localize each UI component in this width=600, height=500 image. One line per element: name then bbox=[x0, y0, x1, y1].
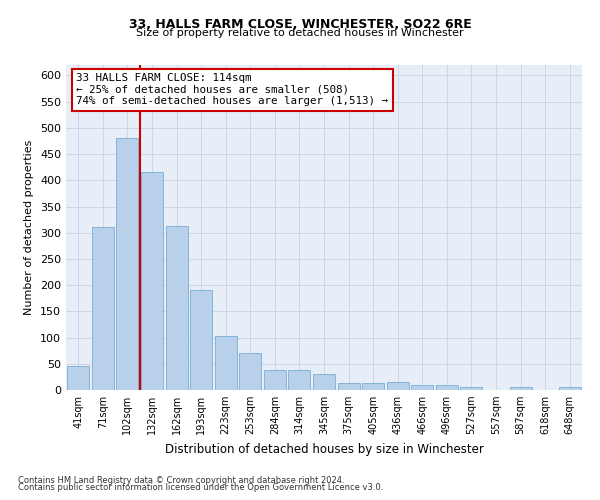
Y-axis label: Number of detached properties: Number of detached properties bbox=[25, 140, 34, 315]
Text: Contains public sector information licensed under the Open Government Licence v3: Contains public sector information licen… bbox=[18, 484, 383, 492]
Bar bbox=[411, 385, 433, 390]
Text: 33 HALLS FARM CLOSE: 114sqm
← 25% of detached houses are smaller (508)
74% of se: 33 HALLS FARM CLOSE: 114sqm ← 25% of det… bbox=[76, 73, 388, 106]
Bar bbox=[289, 370, 310, 390]
Bar bbox=[460, 388, 482, 390]
Text: 33, HALLS FARM CLOSE, WINCHESTER, SO22 6RE: 33, HALLS FARM CLOSE, WINCHESTER, SO22 6… bbox=[128, 18, 472, 30]
Text: Size of property relative to detached houses in Winchester: Size of property relative to detached ho… bbox=[136, 28, 464, 38]
X-axis label: Distribution of detached houses by size in Winchester: Distribution of detached houses by size … bbox=[164, 442, 484, 456]
Bar bbox=[215, 336, 237, 390]
Bar bbox=[264, 370, 286, 390]
Bar bbox=[116, 138, 139, 390]
Bar bbox=[509, 388, 532, 390]
Bar bbox=[141, 172, 163, 390]
Bar bbox=[67, 366, 89, 390]
Bar bbox=[386, 382, 409, 390]
Bar bbox=[313, 374, 335, 390]
Bar bbox=[166, 226, 188, 390]
Bar bbox=[362, 383, 384, 390]
Bar bbox=[92, 227, 114, 390]
Bar bbox=[338, 382, 359, 390]
Bar bbox=[190, 290, 212, 390]
Bar bbox=[239, 354, 262, 390]
Bar bbox=[436, 386, 458, 390]
Text: Contains HM Land Registry data © Crown copyright and database right 2024.: Contains HM Land Registry data © Crown c… bbox=[18, 476, 344, 485]
Bar bbox=[559, 388, 581, 390]
